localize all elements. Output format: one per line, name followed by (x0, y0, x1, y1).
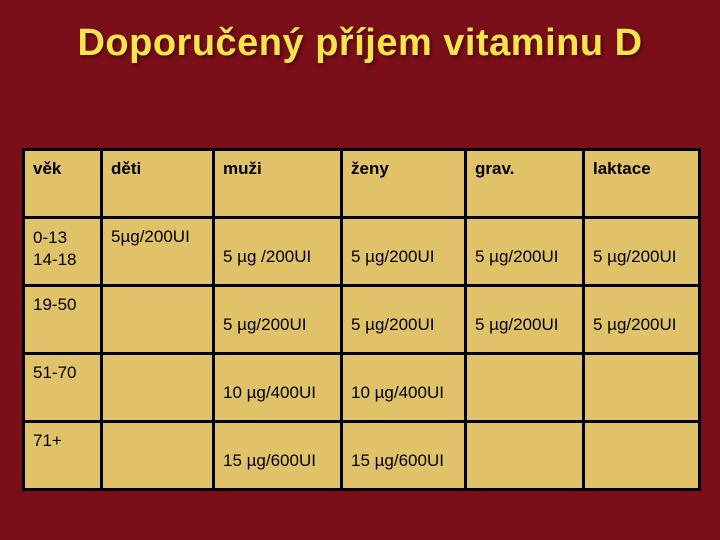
cell-age: 0-1314-18 (24, 218, 102, 286)
table-row: 51-70 10 µg/400UI 10 µg/400UI (24, 354, 700, 422)
col-header-lactation: laktace (584, 150, 700, 218)
cell-value: 5 µg/200UI (214, 286, 342, 354)
cell-value: 5 µg/200UI (466, 286, 584, 354)
table-row: 71+ 15 µg/600UI 15 µg/600UI (24, 422, 700, 490)
cell-value: 10 µg/400UI (214, 354, 342, 422)
cell-value: 5 µg/200UI (342, 286, 466, 354)
cell-value (584, 354, 700, 422)
col-header-children: děti (102, 150, 214, 218)
slide-title: Doporučený příjem vitaminu D (0, 0, 720, 75)
cell-value (102, 422, 214, 490)
cell-value (584, 422, 700, 490)
col-header-grav: grav. (466, 150, 584, 218)
vitamin-d-table: věk děti muži ženy grav. laktace 0-1314-… (22, 148, 701, 491)
cell-value: 5 µg /200UI (214, 218, 342, 286)
cell-value: 5 µg/200UI (584, 286, 700, 354)
cell-age: 71+ (24, 422, 102, 490)
cell-value: 5µg/200UI (102, 218, 214, 286)
cell-value: 5 µg/200UI (342, 218, 466, 286)
cell-value (102, 286, 214, 354)
cell-value: 10 µg/400UI (342, 354, 466, 422)
cell-value (466, 354, 584, 422)
col-header-men: muži (214, 150, 342, 218)
cell-value (466, 422, 584, 490)
col-header-age: věk (24, 150, 102, 218)
cell-value: 5 µg/200UI (584, 218, 700, 286)
cell-age: 19-50 (24, 286, 102, 354)
cell-age: 51-70 (24, 354, 102, 422)
table-row: 0-1314-18 5µg/200UI 5 µg /200UI 5 µg/200… (24, 218, 700, 286)
cell-value: 15 µg/600UI (342, 422, 466, 490)
table-header-row: věk děti muži ženy grav. laktace (24, 150, 700, 218)
table-row: 19-50 5 µg/200UI 5 µg/200UI 5 µg/200UI 5… (24, 286, 700, 354)
col-header-women: ženy (342, 150, 466, 218)
slide: Doporučený příjem vitaminu D věk děti mu… (0, 0, 720, 540)
cell-value: 5 µg/200UI (466, 218, 584, 286)
vitamin-d-table-wrap: věk děti muži ženy grav. laktace 0-1314-… (22, 148, 698, 491)
cell-value (102, 354, 214, 422)
cell-value: 15 µg/600UI (214, 422, 342, 490)
